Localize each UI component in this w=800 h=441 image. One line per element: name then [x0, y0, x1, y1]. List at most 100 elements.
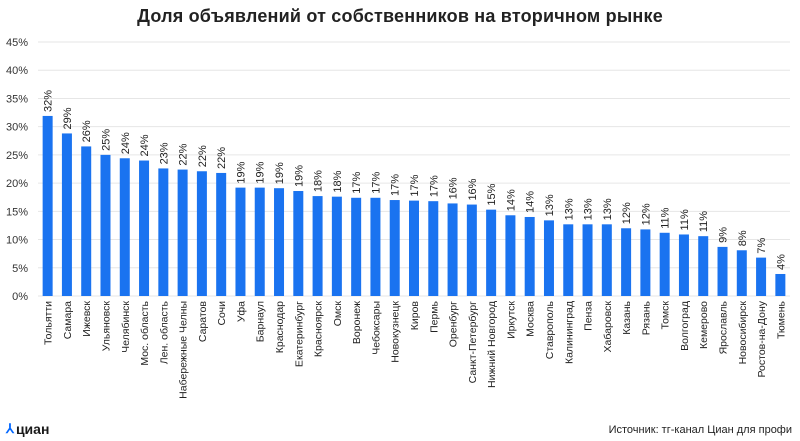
data-label: 26%: [81, 120, 93, 142]
x-tick-label: Тюмень: [775, 300, 787, 339]
x-tick-label: Барнаул: [255, 301, 267, 342]
bar: [543, 220, 554, 296]
data-label: 17%: [428, 175, 440, 197]
data-label: 7%: [756, 238, 768, 254]
logo-pin-icon: ⅄: [6, 421, 14, 436]
bar: [389, 200, 400, 296]
x-tick-label: Тольятти: [43, 301, 55, 345]
bar: [177, 169, 188, 296]
bar: [139, 160, 150, 296]
x-tick-label: Сочи: [216, 301, 228, 326]
x-tick-label: Воронеж: [351, 301, 363, 344]
x-tick-label: Омск: [332, 301, 344, 327]
bar: [505, 215, 516, 296]
x-tick-label: Самара: [62, 301, 74, 339]
data-label: 25%: [100, 129, 112, 151]
x-tick-label: Новокузнецк: [390, 301, 402, 363]
source-note: Источник: тг-канал Циан для профи: [608, 424, 792, 436]
bar: [563, 224, 574, 296]
x-tick-label: Иркутск: [505, 301, 517, 339]
data-label: 16%: [448, 177, 460, 199]
x-tick-label: Хабаровск: [602, 301, 614, 353]
logo-text: циан: [15, 421, 50, 437]
bar: [196, 171, 207, 296]
data-label: 19%: [293, 165, 305, 187]
bar: [409, 200, 419, 296]
x-tick-label: Волгоград: [679, 301, 691, 351]
bar: [254, 187, 265, 296]
data-label: 12%: [640, 203, 652, 225]
bar: [42, 115, 53, 296]
data-label: 11%: [679, 209, 691, 230]
x-tick-label: Казань: [621, 300, 633, 334]
x-tick-label: Уфа: [235, 301, 247, 322]
data-label: 22%: [216, 147, 228, 169]
x-tick-label: Новосибирск: [737, 301, 749, 365]
data-label: 13%: [583, 198, 595, 220]
x-tick-label: Ярославль: [718, 300, 730, 354]
x-tick-label: Ульяновск: [100, 301, 112, 352]
data-label: 14%: [525, 191, 537, 213]
data-label: 29%: [62, 107, 74, 129]
x-tick-label: Кемерово: [698, 301, 710, 349]
data-label: 11%: [698, 211, 710, 232]
bar: [736, 250, 747, 296]
chart-title: Доля объявлений от собственников на втор…: [137, 6, 663, 26]
x-tick-label: Чебоксары: [370, 301, 382, 355]
y-tick-label: 35%: [6, 93, 28, 105]
data-label: 19%: [255, 161, 267, 183]
data-label: 17%: [390, 174, 402, 196]
bar: [235, 187, 246, 296]
y-tick-label: 10%: [6, 235, 28, 247]
bar: [61, 133, 72, 296]
bar: [447, 203, 458, 296]
data-label: 22%: [197, 145, 209, 167]
x-tick-label: Пенза: [583, 301, 595, 331]
data-label: 13%: [563, 198, 575, 220]
data-label: 9%: [718, 227, 730, 243]
bar: [640, 229, 651, 296]
bar: [756, 257, 767, 296]
data-label: 12%: [621, 202, 633, 224]
y-tick-label: 45%: [6, 37, 28, 49]
bar: [582, 224, 593, 296]
data-label: 11%: [660, 207, 672, 228]
bar: [524, 216, 535, 296]
x-tick-label: Мос. область: [139, 300, 151, 365]
data-label: 24%: [139, 134, 151, 156]
x-tick-label: Ставрополь: [544, 300, 556, 359]
bar: [331, 196, 342, 296]
data-label: 18%: [332, 170, 344, 192]
x-tick-label: Красноярск: [313, 301, 325, 357]
x-tick-label: Калининград: [563, 301, 575, 364]
x-tick-label: Екатеринбург: [293, 301, 305, 367]
bar: [312, 196, 323, 296]
data-label: 19%: [274, 162, 286, 184]
bar: [351, 197, 362, 296]
x-tick-label: Рязань: [640, 300, 652, 335]
bar: [293, 191, 304, 296]
x-tick-label: Ростов-на-Дону: [756, 300, 768, 377]
bar: [428, 201, 439, 296]
data-label: 17%: [351, 172, 363, 194]
bar: [370, 197, 381, 296]
data-label: 24%: [120, 132, 132, 154]
bar: [119, 158, 130, 296]
bar: [621, 228, 632, 296]
data-label: 15%: [486, 183, 498, 205]
x-tick-label: Киров: [409, 301, 421, 331]
data-label: 19%: [235, 161, 247, 183]
x-tick-label: Оренбург: [448, 301, 460, 347]
bar: [100, 154, 111, 296]
data-label: 13%: [602, 198, 614, 220]
x-tick-label: Пермь: [428, 300, 440, 332]
data-label: 8%: [737, 230, 749, 246]
x-tick-label: Лен. область: [158, 300, 170, 364]
x-tick-label: Москва: [525, 301, 537, 337]
bar: [717, 246, 728, 296]
bar: [698, 236, 709, 296]
data-label: 16%: [467, 178, 479, 200]
bar: [486, 209, 497, 296]
